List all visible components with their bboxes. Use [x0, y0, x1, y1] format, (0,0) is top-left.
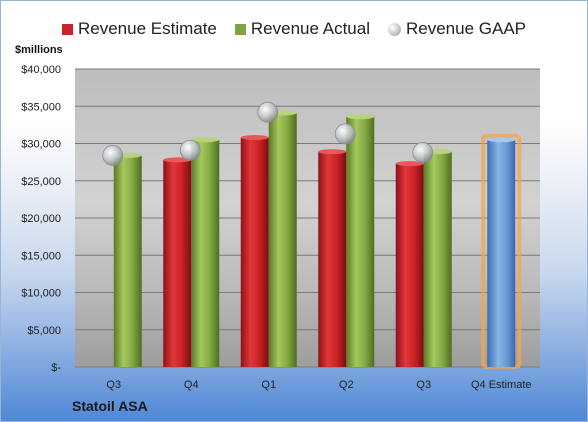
y-tick-label: $5,000	[27, 325, 61, 337]
bar-cap-revenue-estimate	[318, 149, 347, 155]
bar-cap-revenue-actual	[346, 114, 375, 120]
marker-revenue-gaap	[102, 145, 124, 166]
company-name: Statoil ASA	[72, 398, 148, 414]
bar-forecast-estimate	[487, 139, 516, 367]
x-tick-label: Q4	[184, 379, 199, 391]
bar-revenue-actual	[268, 112, 297, 367]
legend-label-actual: Revenue Actual	[250, 19, 370, 38]
bar-cap-revenue-estimate	[240, 135, 269, 141]
legend-label-estimate: Revenue Estimate	[77, 19, 217, 38]
y-tick-label: $20,000	[21, 213, 61, 225]
bar-revenue-estimate	[240, 137, 269, 367]
bar-revenue-estimate	[395, 163, 424, 367]
marker-revenue-gaap	[257, 101, 279, 123]
marker-revenue-gaap	[334, 123, 356, 145]
x-tick-label: Q3	[106, 379, 121, 391]
chart-legend: Revenue Estimate Revenue Actual Revenue …	[1, 15, 587, 43]
legend-swatch-actual	[234, 23, 246, 35]
bar-cap-revenue-actual	[191, 137, 220, 143]
y-tick-label: $10,000	[21, 288, 61, 300]
y-axis-units-label: $millions	[15, 44, 63, 56]
legend-item-actual: Revenue Actual	[234, 19, 370, 39]
x-tick-label: Q2	[339, 379, 354, 391]
y-tick-label: $25,000	[21, 176, 61, 188]
y-tick-label: $35,000	[21, 101, 61, 113]
y-tick-label: $-	[51, 362, 61, 374]
bar-cap-forecast-estimate	[487, 137, 516, 143]
y-tick-label: $15,000	[21, 250, 61, 262]
marker-revenue-gaap	[412, 142, 434, 163]
legend-label-gaap: Revenue GAAP	[405, 19, 526, 38]
y-tick-label: $40,000	[21, 64, 61, 76]
bar-revenue-actual	[191, 139, 220, 367]
x-tick-label: Q4 Estimate	[471, 379, 532, 391]
bar-revenue-actual	[346, 116, 375, 368]
bar-revenue-actual	[423, 151, 452, 367]
legend-item-gaap: Revenue GAAP	[387, 19, 526, 39]
x-tick-label: Q1	[261, 379, 276, 391]
legend-swatch-gaap	[387, 22, 401, 36]
marker-revenue-gaap	[179, 139, 201, 161]
y-tick-label: $30,000	[21, 139, 61, 151]
legend-item-estimate: Revenue Estimate	[61, 19, 217, 39]
bar-revenue-estimate	[163, 159, 192, 367]
legend-swatch-estimate	[61, 23, 73, 35]
x-tick-label: Q3	[416, 379, 431, 391]
bar-cap-revenue-estimate	[395, 161, 424, 167]
bar-revenue-estimate	[318, 151, 347, 367]
bar-revenue-actual	[113, 155, 142, 367]
